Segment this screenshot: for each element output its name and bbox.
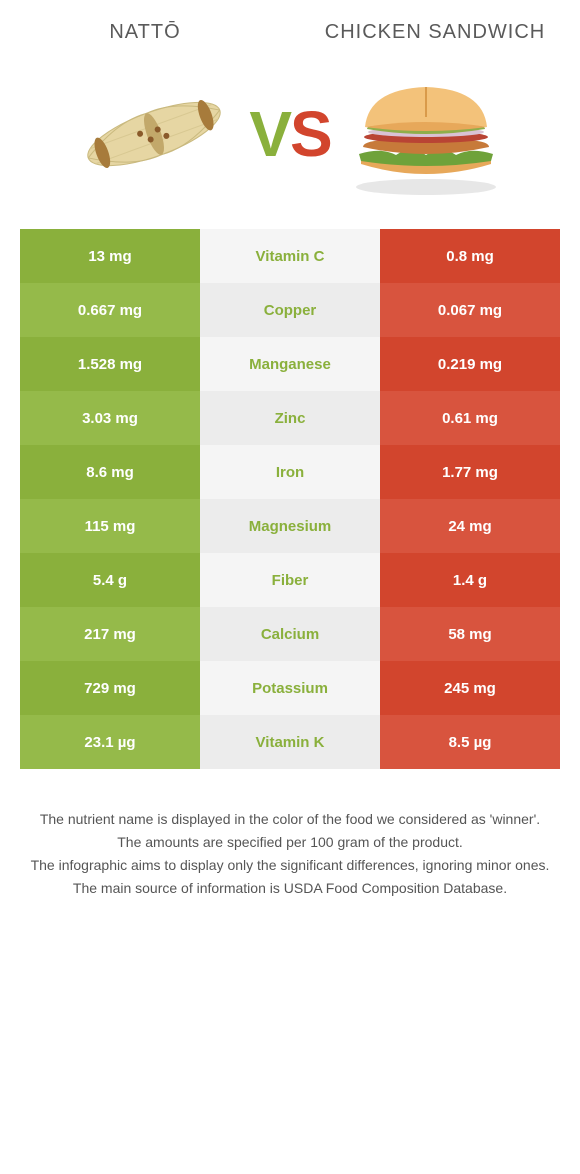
right-value: 8.5 µg: [380, 715, 560, 769]
table-row: 13 mgVitamin C0.8 mg: [20, 229, 560, 283]
right-value: 0.067 mg: [380, 283, 560, 337]
left-value: 115 mg: [20, 499, 200, 553]
right-value: 1.4 g: [380, 553, 560, 607]
table-row: 0.667 mgCopper0.067 mg: [20, 283, 560, 337]
nutrient-name: Zinc: [200, 391, 380, 445]
footnote-line: The infographic aims to display only the…: [20, 855, 560, 876]
right-value: 245 mg: [380, 661, 560, 715]
table-row: 8.6 mgIron1.77 mg: [20, 445, 560, 499]
vs-v: V: [249, 97, 290, 171]
left-value: 23.1 µg: [20, 715, 200, 769]
table-row: 729 mgPotassium245 mg: [20, 661, 560, 715]
left-value: 729 mg: [20, 661, 200, 715]
natto-icon: [69, 74, 239, 194]
nutrient-name: Calcium: [200, 607, 380, 661]
footnote-line: The main source of information is USDA F…: [20, 878, 560, 899]
nutrient-name: Vitamin C: [200, 229, 380, 283]
table-row: 5.4 gFiber1.4 g: [20, 553, 560, 607]
footnotes: The nutrient name is displayed in the co…: [20, 809, 560, 899]
footnote-line: The amounts are specified per 100 gram o…: [20, 832, 560, 853]
table-row: 23.1 µgVitamin K8.5 µg: [20, 715, 560, 769]
nutrient-name: Magnesium: [200, 499, 380, 553]
nutrient-name: Manganese: [200, 337, 380, 391]
left-value: 1.528 mg: [20, 337, 200, 391]
left-value: 5.4 g: [20, 553, 200, 607]
nutrient-name: Potassium: [200, 661, 380, 715]
table-row: 1.528 mgManganese0.219 mg: [20, 337, 560, 391]
vs-s: S: [290, 97, 331, 171]
footnote-line: The nutrient name is displayed in the co…: [20, 809, 560, 830]
right-value: 0.61 mg: [380, 391, 560, 445]
left-value: 217 mg: [20, 607, 200, 661]
left-value: 3.03 mg: [20, 391, 200, 445]
food-right-title: CHICKEN SANDWICH: [290, 20, 580, 44]
natto-image: [69, 69, 239, 199]
sandwich-image: [341, 69, 511, 199]
table-row: 115 mgMagnesium24 mg: [20, 499, 560, 553]
sandwich-icon: [341, 69, 511, 199]
table-row: 3.03 mgZinc0.61 mg: [20, 391, 560, 445]
vs-label: VS: [249, 97, 330, 171]
left-value: 13 mg: [20, 229, 200, 283]
titles-row: NATTŌ CHICKEN SANDWICH: [0, 0, 580, 49]
left-value: 8.6 mg: [20, 445, 200, 499]
hero-row: VS: [0, 49, 580, 229]
nutrient-name: Fiber: [200, 553, 380, 607]
nutrient-table: 13 mgVitamin C0.8 mg0.667 mgCopper0.067 …: [20, 229, 560, 769]
right-value: 58 mg: [380, 607, 560, 661]
left-value: 0.667 mg: [20, 283, 200, 337]
food-left-title: NATTŌ: [0, 20, 290, 44]
right-value: 24 mg: [380, 499, 560, 553]
right-value: 0.219 mg: [380, 337, 560, 391]
table-row: 217 mgCalcium58 mg: [20, 607, 560, 661]
right-value: 0.8 mg: [380, 229, 560, 283]
nutrient-name: Vitamin K: [200, 715, 380, 769]
nutrient-name: Iron: [200, 445, 380, 499]
right-value: 1.77 mg: [380, 445, 560, 499]
nutrient-name: Copper: [200, 283, 380, 337]
